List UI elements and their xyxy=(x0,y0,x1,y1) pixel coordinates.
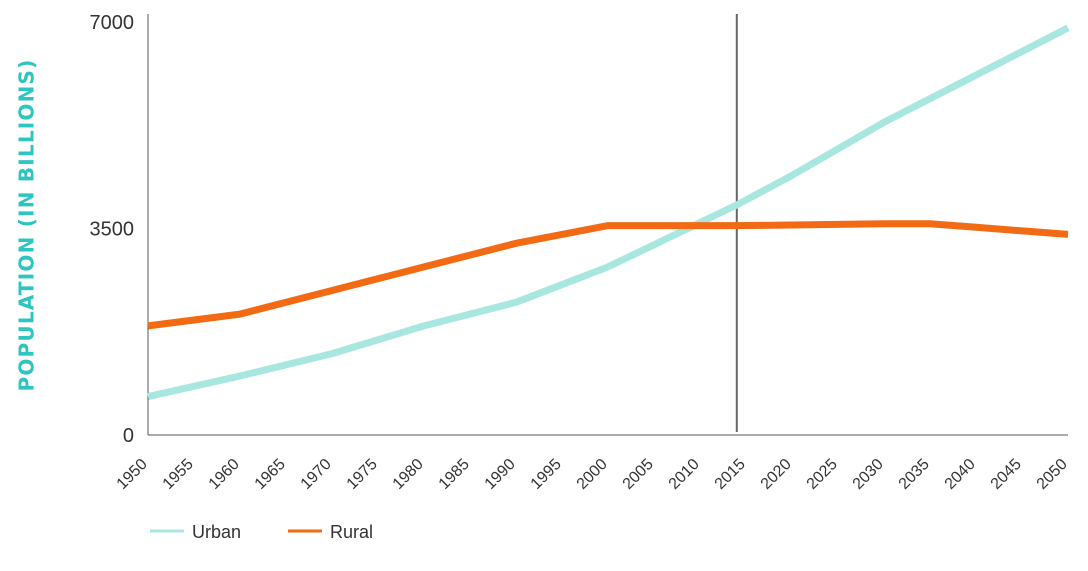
x-tick-label: 2035 xyxy=(896,456,933,493)
legend-label-rural: Rural xyxy=(330,522,373,542)
x-tick-label: 2025 xyxy=(804,456,841,493)
x-tick-label: 1980 xyxy=(390,456,427,493)
y-tick-label: 3500 xyxy=(90,219,135,241)
y-axis-label: POPULATION (IN BILLIONS) xyxy=(14,58,38,392)
legend-label-urban: Urban xyxy=(192,522,241,542)
x-tick-label: 2020 xyxy=(758,456,795,493)
x-tick-label: 1990 xyxy=(482,456,519,493)
x-tick-label: 1995 xyxy=(528,456,565,493)
series-line-urban xyxy=(147,24,1070,401)
x-tick-label: 2000 xyxy=(574,456,611,493)
x-tick-label: 1955 xyxy=(160,456,197,493)
x-tick-label: 1970 xyxy=(298,456,335,493)
x-tick-label: 2030 xyxy=(850,456,887,493)
x-tick-label: 2015 xyxy=(712,456,749,493)
x-tick-label: 2010 xyxy=(666,456,703,493)
y-tick-label: 0 xyxy=(123,425,134,447)
x-tick-label: 2040 xyxy=(942,456,979,493)
x-tick-label: 1975 xyxy=(344,456,381,493)
x-tick-label: 1960 xyxy=(206,456,243,493)
x-tick-label: 1965 xyxy=(252,456,289,493)
series-line-rural xyxy=(147,220,1069,330)
x-tick-label: 2005 xyxy=(620,456,657,493)
x-tick-label: 1985 xyxy=(436,456,473,493)
x-tick-label: 1950 xyxy=(114,456,151,493)
x-tick-label: 2045 xyxy=(988,456,1025,493)
x-tick-label: 2050 xyxy=(1034,456,1071,493)
y-axis-label-wrap: POPULATION (IN BILLIONS) xyxy=(4,40,48,410)
y-tick-label: 7000 xyxy=(90,12,135,34)
